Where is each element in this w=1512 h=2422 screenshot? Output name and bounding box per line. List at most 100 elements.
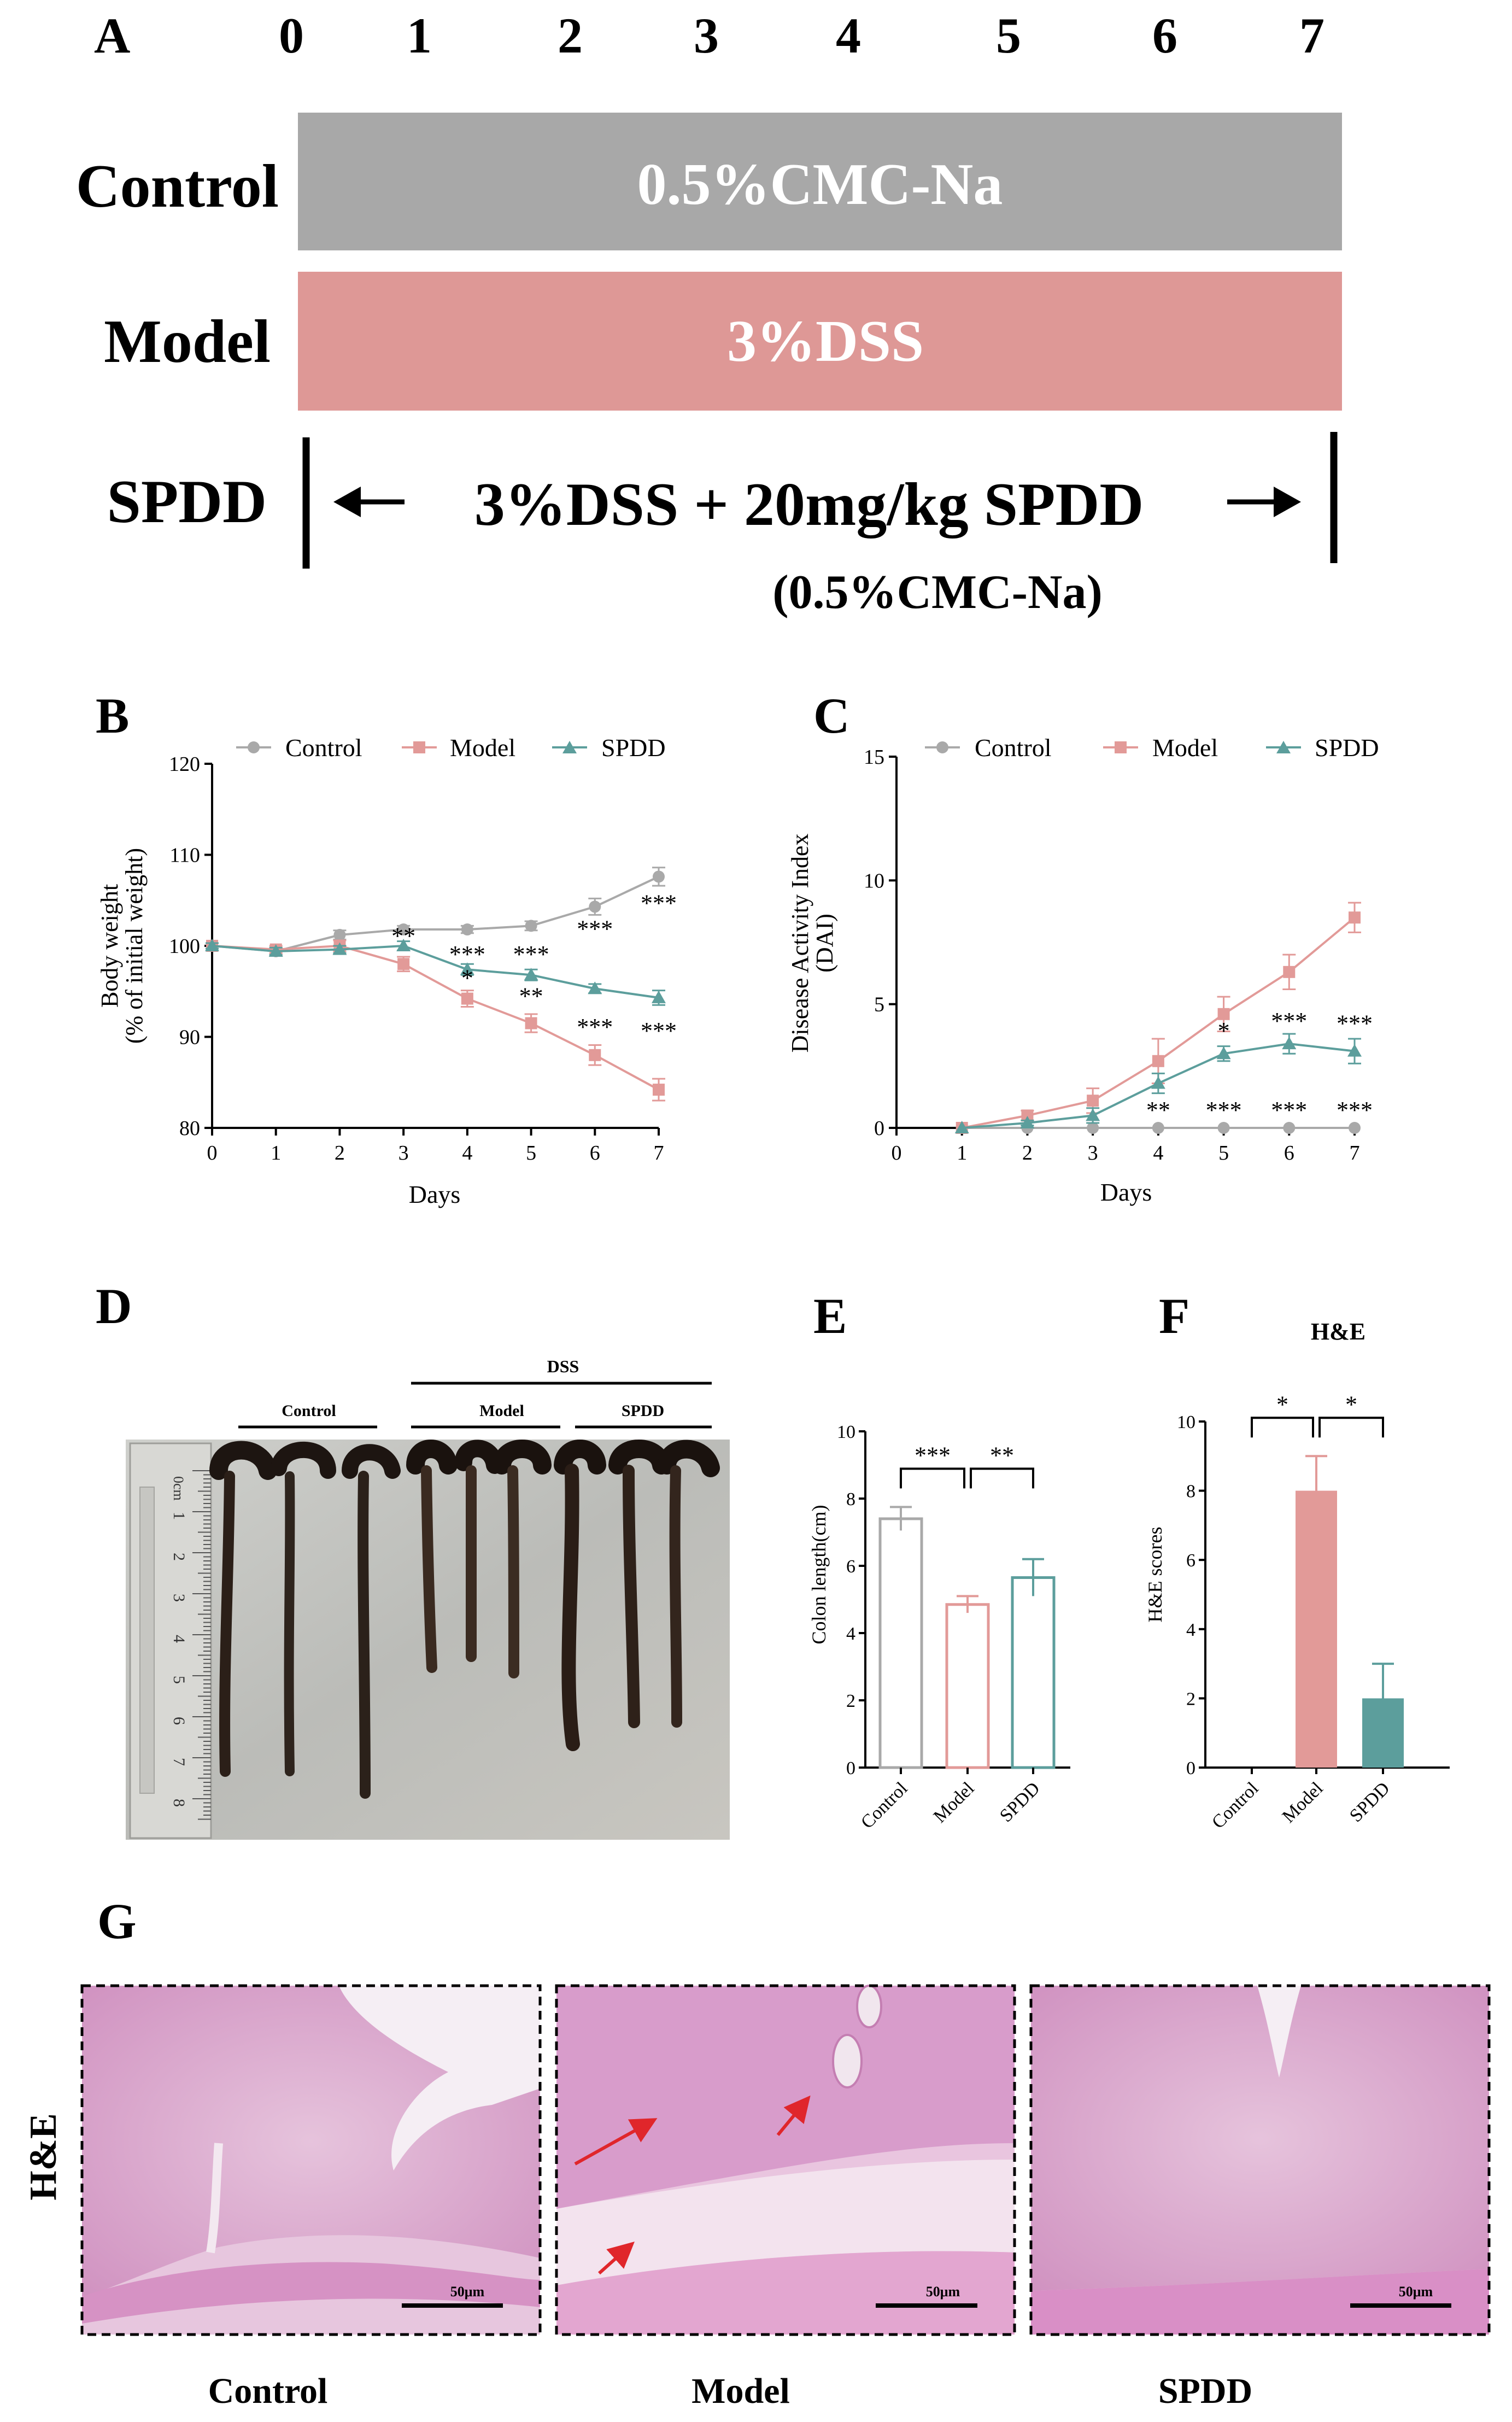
x-tick-label: 0 bbox=[892, 1142, 902, 1165]
x-tick-label: 6 bbox=[590, 1142, 600, 1165]
y-tick-label: 8 bbox=[1186, 1482, 1195, 1502]
control-treatment-label: 0.5%CMC-Na bbox=[637, 152, 1003, 217]
panel-letter-c: C bbox=[813, 688, 849, 744]
data-point bbox=[1087, 1122, 1099, 1134]
spdd-treatment-label: 3%DSS + 20mg/kg SPDD bbox=[474, 471, 1144, 539]
colon-specimen bbox=[554, 1440, 606, 1475]
chart-c-x-label: Days bbox=[1100, 1178, 1152, 1206]
day-axis: 0 1 2 3 4 5 6 7 bbox=[279, 8, 1325, 63]
bar-model bbox=[1296, 1490, 1337, 1768]
y-tick-label: 10 bbox=[864, 869, 884, 892]
data-point bbox=[525, 1017, 537, 1029]
colon-specimen bbox=[493, 1440, 552, 1475]
legend-model-label: Model bbox=[450, 734, 515, 762]
significance-label: ** bbox=[391, 923, 415, 950]
colon-specimen bbox=[271, 1441, 336, 1479]
y-tick-label: 15 bbox=[864, 746, 884, 769]
micrograph-model: 50μm bbox=[555, 1984, 1016, 2336]
he-row-label: H&E bbox=[22, 2113, 65, 2200]
significance-label: *** bbox=[1206, 1097, 1242, 1124]
photo-label-model: Model bbox=[479, 1402, 524, 1420]
panel-b-body-weight-chart: B Control Model SPDD 80 90 100 110 120 0 1 2 3 4 5… bbox=[96, 688, 677, 1208]
red-arrow-icon bbox=[598, 2242, 635, 2275]
chart-c-y-label-line1: Disease Activity Index bbox=[787, 834, 813, 1053]
significance-label: *** bbox=[1337, 1097, 1373, 1124]
legend-spdd-marker bbox=[1276, 741, 1291, 753]
data-point bbox=[1021, 1109, 1034, 1122]
data-point bbox=[268, 944, 283, 957]
y-tick-label: 100 bbox=[169, 935, 200, 958]
caption-spdd: SPDD bbox=[1158, 2371, 1252, 2411]
colon-specimen bbox=[406, 1440, 458, 1475]
data-point bbox=[1283, 966, 1296, 978]
chart-c-legend: Control Model SPDD bbox=[925, 734, 1379, 762]
x-tick-label: SPDD bbox=[1346, 1778, 1394, 1826]
data-point bbox=[653, 1084, 665, 1096]
y-tick-label: 10 bbox=[837, 1422, 855, 1442]
data-point bbox=[461, 923, 473, 936]
significance-label: *** bbox=[641, 1017, 677, 1044]
data-point bbox=[1349, 911, 1361, 924]
chart-f-plot-area: 0 2 4 6 8 10 Control Model SPDD * * bbox=[1177, 1391, 1450, 1833]
left-arrow-icon bbox=[333, 487, 361, 517]
ruler-ticks bbox=[192, 1470, 211, 1820]
data-point bbox=[333, 929, 346, 941]
ruler-mark-7: 7 bbox=[170, 1758, 188, 1766]
colon-specimen bbox=[209, 1441, 277, 1480]
data-point bbox=[1349, 1122, 1361, 1134]
micrograph-model-crypt-abscess bbox=[832, 2034, 863, 2088]
legend-spdd-label: SPDD bbox=[601, 734, 666, 762]
scale-label-spdd: 50μm bbox=[1399, 2284, 1433, 2300]
data-point bbox=[589, 1049, 601, 1061]
significance-label: * bbox=[1345, 1391, 1357, 1418]
micrograph-model-frame bbox=[555, 1984, 1016, 2336]
ruler-mark-8: 8 bbox=[170, 1799, 188, 1807]
significance-label: *** bbox=[449, 941, 485, 968]
x-tick-label: 6 bbox=[1284, 1142, 1294, 1165]
row-label-control: Control bbox=[76, 153, 279, 220]
significance-label: *** bbox=[577, 915, 613, 942]
x-tick-label: 4 bbox=[1153, 1142, 1163, 1165]
y-tick-label: 0 bbox=[846, 1758, 855, 1779]
micrograph-spdd-lumen bbox=[1257, 1986, 1301, 2078]
ruler-numbers: 0cm 1 2 3 4 5 6 7 8 bbox=[170, 1476, 188, 1807]
data-point bbox=[461, 992, 473, 1005]
data-point bbox=[397, 958, 410, 970]
y-tick-label: 90 bbox=[179, 1026, 200, 1049]
legend-control-marker bbox=[936, 741, 948, 753]
data-point bbox=[1087, 1095, 1099, 1107]
panel-d-colon-photo: D DSS Control Model SPDD 0cm 1 2 3 4 5 6… bbox=[96, 1278, 730, 1840]
x-tick-label: Control bbox=[1208, 1778, 1263, 1833]
model-treatment-label: 3%DSS bbox=[727, 309, 924, 374]
panel-letter-b: B bbox=[96, 688, 129, 744]
ruler-mark-0: 0cm bbox=[171, 1476, 186, 1501]
data-point bbox=[525, 920, 537, 932]
x-tick-label: Control bbox=[857, 1778, 912, 1833]
scale-label-control: 50μm bbox=[450, 2284, 485, 2300]
series-line-spdd bbox=[212, 944, 659, 999]
data-point bbox=[1217, 1122, 1230, 1134]
significance-label: ** bbox=[519, 983, 543, 1010]
colon-specimen bbox=[358, 1471, 371, 1799]
x-tick-label: 5 bbox=[526, 1142, 536, 1165]
series-line-model bbox=[212, 944, 659, 1091]
day-label-3: 3 bbox=[694, 8, 719, 63]
data-point bbox=[1151, 1076, 1165, 1089]
micrograph-control: 50μm bbox=[80, 1984, 542, 2336]
chart-b-y-label-line1: Body weight bbox=[96, 884, 123, 1008]
y-tick-label: 4 bbox=[846, 1624, 855, 1644]
panel-a-timeline: A 0 1 2 3 4 5 6 7 Control 0.5%CMC-Na Mod… bbox=[76, 8, 1342, 619]
micrograph-spdd-frame bbox=[1029, 1984, 1491, 2336]
caption-control: Control bbox=[208, 2371, 328, 2411]
legend-spdd-label: SPDD bbox=[1315, 734, 1379, 762]
ruler-mark-4: 4 bbox=[170, 1635, 188, 1643]
data-point bbox=[396, 939, 411, 951]
chart-c-y-label-line2: (DAI) bbox=[811, 914, 838, 973]
micrograph-control-crypt bbox=[206, 2143, 223, 2254]
ruler-mark-3: 3 bbox=[170, 1594, 188, 1602]
data-point bbox=[1217, 1008, 1230, 1020]
micrograph-model-edematous-submucosa bbox=[556, 2160, 1015, 2285]
